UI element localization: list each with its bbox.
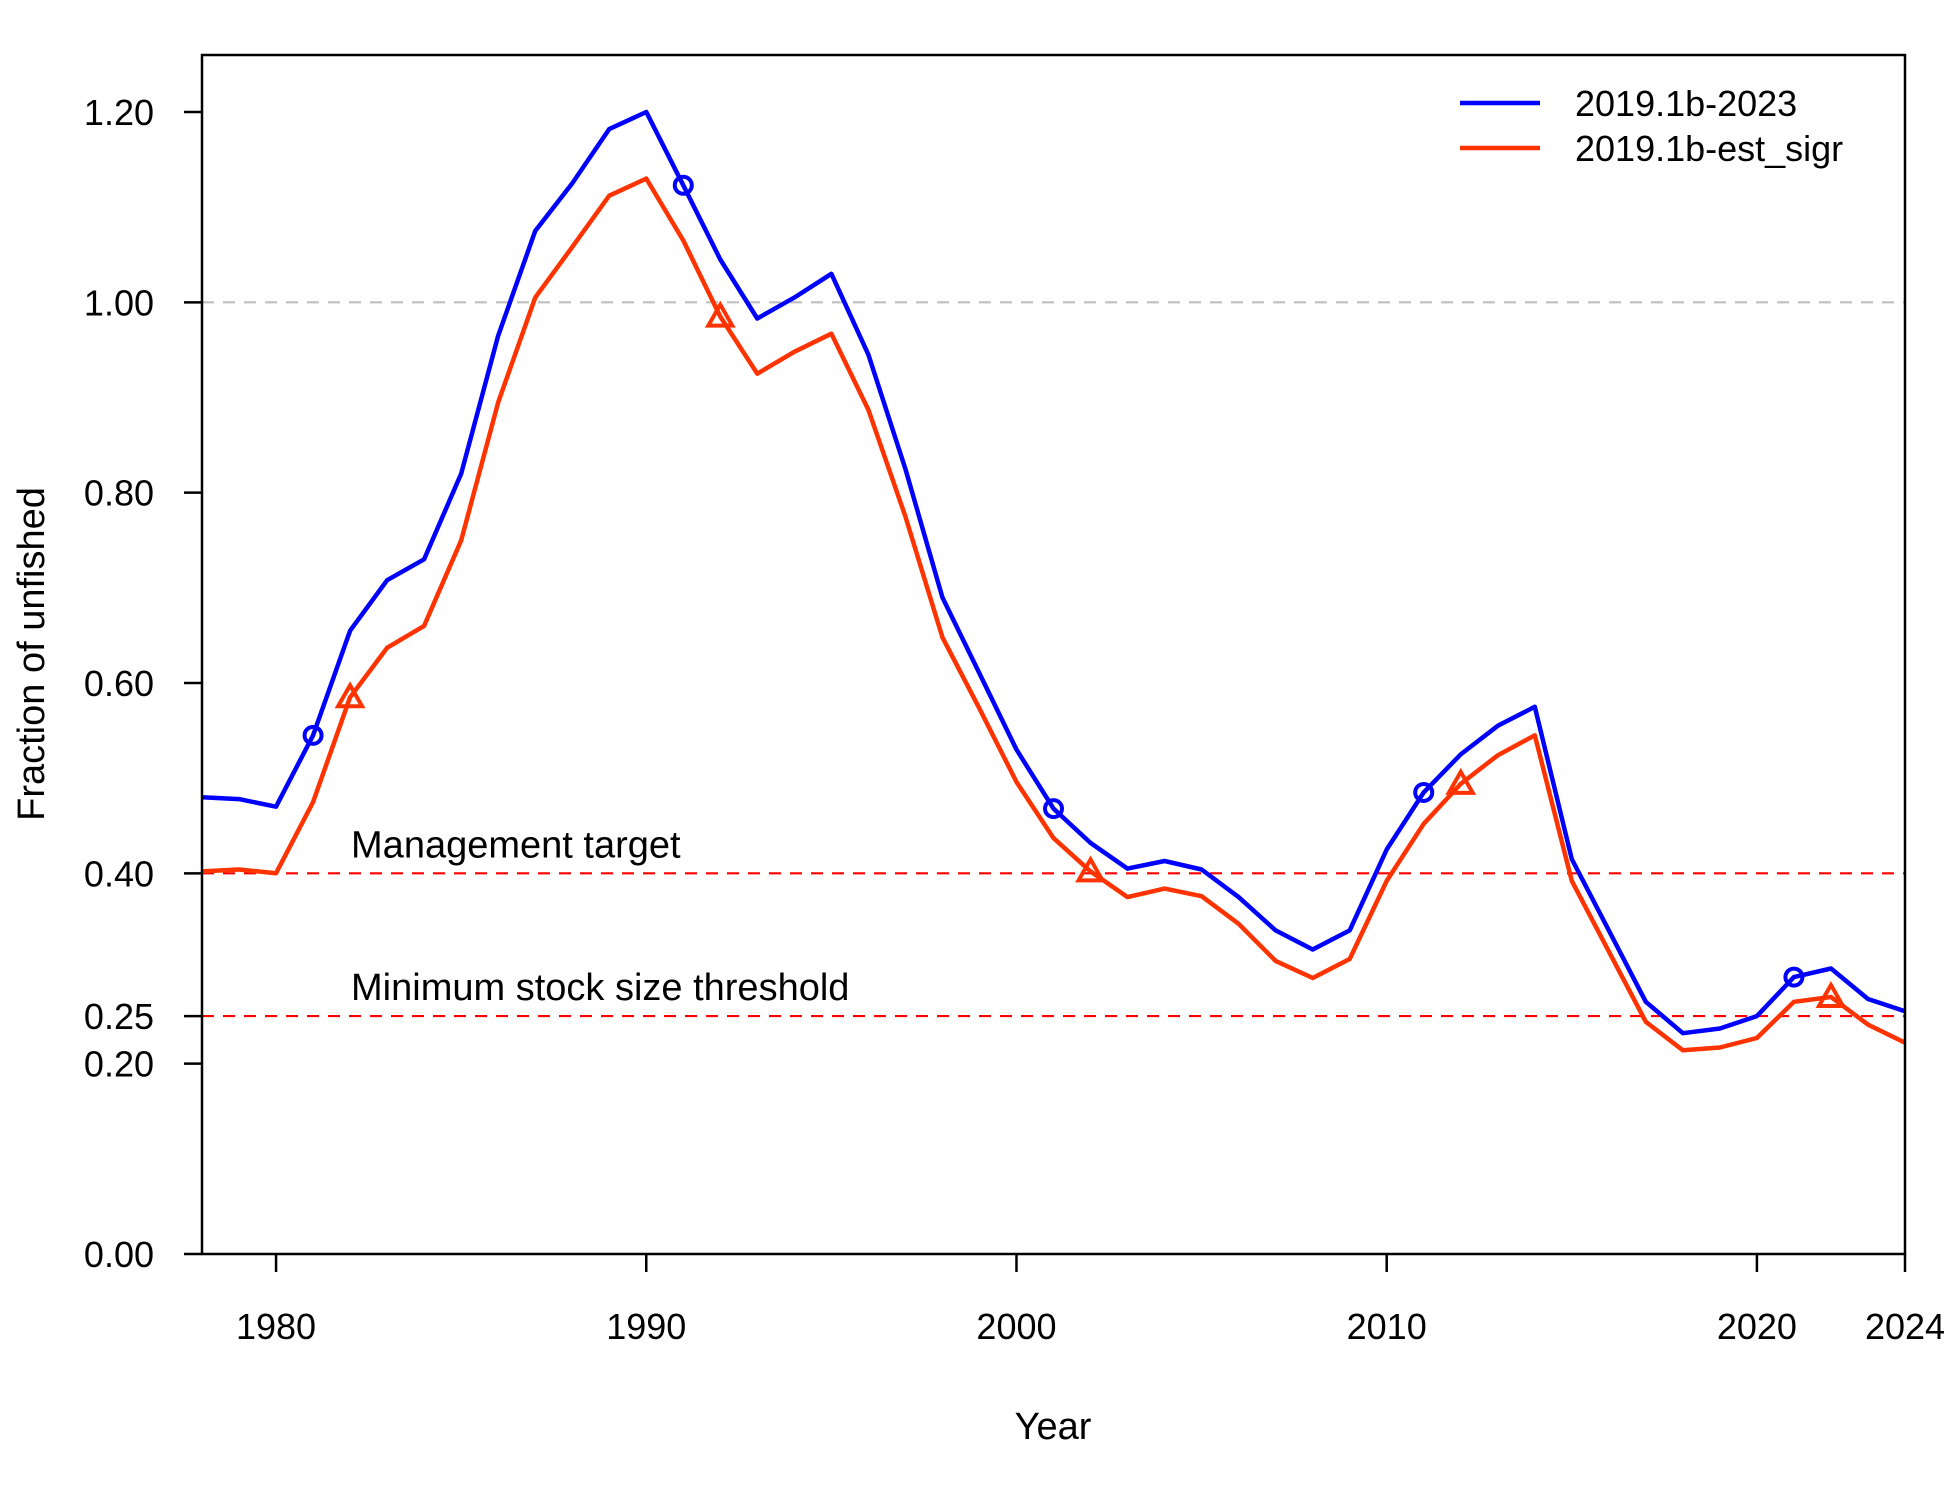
- x-tick-label: 2010: [1347, 1306, 1427, 1347]
- series-marker: [334, 681, 366, 709]
- series-layer: [201, 109, 1906, 1053]
- series-marker: [704, 300, 736, 328]
- series-marker: [1043, 798, 1064, 820]
- legend-label: 2019.1b-2023: [1575, 83, 1797, 124]
- series-marker: [1075, 855, 1106, 883]
- series-marker: [1445, 767, 1477, 795]
- y-tick-label: 0.25: [84, 996, 154, 1037]
- x-tick-label: 2024: [1865, 1306, 1945, 1347]
- reference-line-label: Management target: [351, 824, 681, 866]
- x-tick-label: 1980: [236, 1306, 316, 1347]
- y-tick-label: 0.00: [84, 1234, 154, 1275]
- y-tick-label: 0.20: [84, 1044, 154, 1085]
- x-tick-label: 2000: [976, 1306, 1056, 1347]
- series-marker: [1783, 966, 1805, 988]
- axes: 0.00 0.20 0.25 0.40 0.60 0.80 1.00 1.20 1980 1990…: [84, 92, 1945, 1347]
- reference-lines: Management target Minimum stock size thre…: [202, 301, 1905, 1018]
- y-tick-label: 0.40: [84, 853, 154, 894]
- x-tick-label: 1990: [606, 1306, 686, 1347]
- reference-line-label: Minimum stock size threshold: [351, 967, 849, 1009]
- marker-layer: [302, 174, 1847, 1009]
- series-line: [201, 109, 1906, 1036]
- x-tick-label: 2020: [1717, 1306, 1797, 1347]
- series-marker: [672, 174, 694, 196]
- y-tick-label: 0.80: [84, 473, 154, 514]
- series-marker: [302, 724, 324, 746]
- plot-frame: [200, 53, 1907, 1256]
- series-marker: [1815, 981, 1847, 1009]
- legend-label: 2019.1b-est_sigr: [1575, 128, 1843, 169]
- x-axis-label: Year: [1015, 1406, 1092, 1448]
- y-tick-label: 1.00: [84, 282, 154, 323]
- y-axis-label: Fraction of unfished: [11, 487, 53, 821]
- y-tick-label: 0.60: [84, 663, 154, 704]
- series-line: [201, 176, 1906, 1053]
- y-tick-label: 1.20: [84, 92, 154, 133]
- series-marker: [1413, 781, 1435, 803]
